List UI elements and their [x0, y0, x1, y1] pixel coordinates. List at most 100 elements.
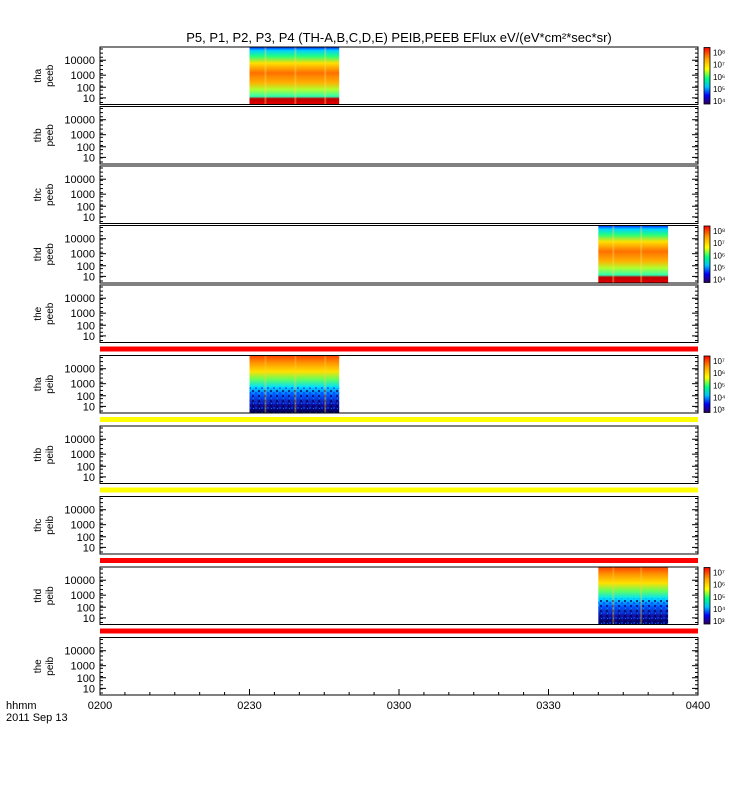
y-tick-label: 1000 — [71, 70, 95, 82]
y-tick-label: 10000 — [64, 505, 95, 517]
spectrogram-noise — [249, 387, 340, 413]
y-tick-label: 1000 — [71, 661, 95, 673]
colorbar — [703, 567, 711, 625]
y-tick-label: 1000 — [71, 249, 95, 261]
colorbar-label: 10⁴ — [713, 393, 726, 402]
spectrogram-streak — [612, 567, 615, 625]
colorbar-label: 10⁵ — [713, 381, 725, 390]
flag-bar-red — [100, 346, 698, 352]
y-tick-label: 100 — [77, 142, 95, 154]
colorbar — [703, 355, 711, 413]
spectrogram-streak — [612, 225, 615, 283]
y-tick-label: 10 — [83, 401, 95, 413]
panel-frame — [99, 566, 699, 625]
panel-product-label: peib — [45, 445, 56, 464]
colorbar-label: 10⁸ — [713, 49, 725, 58]
colorbar-label: 10⁴ — [713, 276, 726, 285]
colorbar-label: 10⁴ — [713, 97, 726, 106]
spectrogram-streak — [294, 355, 297, 413]
colorbar-label: 10⁶ — [713, 251, 725, 260]
spectrogram-block — [598, 225, 669, 283]
flag-bar-yellow — [100, 487, 698, 493]
y-tick-label: 1000 — [71, 189, 95, 201]
spectrogram-noise — [598, 598, 669, 625]
colorbar-label: 10⁵ — [713, 593, 725, 602]
time-axis: hhmm 2011 Sep 13 0200 0230 0300 0330 0400 — [6, 689, 710, 724]
colorbar-label: 10⁵ — [713, 263, 725, 272]
panel-frame — [99, 106, 699, 165]
y-tick-label: 10 — [83, 542, 95, 554]
colorbar-label: 10⁵ — [713, 85, 725, 94]
panel-frame — [99, 355, 699, 414]
panel-probe-label: thc — [33, 188, 44, 201]
colorbar-label: 10⁷ — [713, 239, 725, 248]
y-tick-label: 100 — [77, 391, 95, 403]
spectrogram-streak — [640, 567, 643, 625]
colorbar-label: 10³ — [713, 617, 725, 626]
panel-frame — [99, 165, 699, 224]
panel-product-label: peeb — [45, 243, 56, 266]
y-tick-label: 10000 — [64, 55, 95, 67]
panel-probe-label: the — [33, 659, 44, 673]
panel-frame — [99, 225, 699, 284]
panel-probe-label: thb — [33, 447, 44, 461]
spectrogram-streak — [324, 355, 327, 413]
flag-bar-red — [100, 558, 698, 563]
y-tick-label: 100 — [77, 201, 95, 213]
colorbar-label: 10⁷ — [713, 357, 725, 366]
x-tick-label: 0230 — [237, 700, 261, 712]
x-tick-label: 0330 — [536, 700, 560, 712]
spectrogram-streak — [264, 47, 267, 105]
colorbar-label: 10⁶ — [713, 369, 725, 378]
y-tick-label: 1000 — [71, 449, 95, 461]
y-tick-label: 10000 — [64, 646, 95, 658]
x-axis-date-label: 2011 Sep 13 — [6, 712, 68, 724]
y-tick-label: 10 — [83, 683, 95, 695]
panel-product-label: peeb — [45, 183, 56, 206]
x-tick-label: 0300 — [387, 700, 411, 712]
colorbar-label: 10⁶ — [713, 73, 725, 82]
panel-product-label: peib — [45, 656, 56, 675]
y-tick-label: 10000 — [64, 293, 95, 305]
y-tick-label: 10 — [83, 472, 95, 484]
y-tick-label: 10 — [83, 271, 95, 283]
y-tick-label: 100 — [77, 461, 95, 473]
y-tick-label: 10000 — [64, 174, 95, 186]
y-tick-label: 100 — [77, 261, 95, 273]
panel-frame — [99, 637, 699, 696]
y-tick-label: 10000 — [64, 434, 95, 446]
spectrogram-streak — [324, 47, 327, 105]
y-tick-label: 10 — [83, 152, 95, 164]
y-tick-label: 10 — [83, 212, 95, 224]
panel-product-label: peib — [45, 515, 56, 534]
panel-probe-label: thd — [33, 247, 44, 261]
y-tick-label: 100 — [77, 532, 95, 544]
colorbar — [703, 225, 711, 283]
panel-frame — [99, 284, 699, 343]
y-tick-label: 10 — [83, 93, 95, 105]
y-tick-label: 1000 — [71, 590, 95, 602]
chart-title: P5, P1, P2, P3, P4 (TH-A,B,C,D,E) PEIB,P… — [186, 30, 612, 45]
y-tick-label: 1000 — [71, 520, 95, 532]
y-tick-label: 100 — [77, 320, 95, 332]
y-tick-label: 1000 — [71, 308, 95, 320]
flag-bar-yellow — [100, 417, 698, 422]
y-tick-label: 10000 — [64, 364, 95, 376]
colorbar-label: 10⁷ — [713, 569, 725, 578]
y-tick-label: 10000 — [64, 575, 95, 587]
panel-probe-label: tha — [33, 377, 44, 391]
colorbar-label: 10⁸ — [713, 227, 725, 236]
y-tick-label: 100 — [77, 602, 95, 614]
y-tick-label: 100 — [77, 673, 95, 685]
